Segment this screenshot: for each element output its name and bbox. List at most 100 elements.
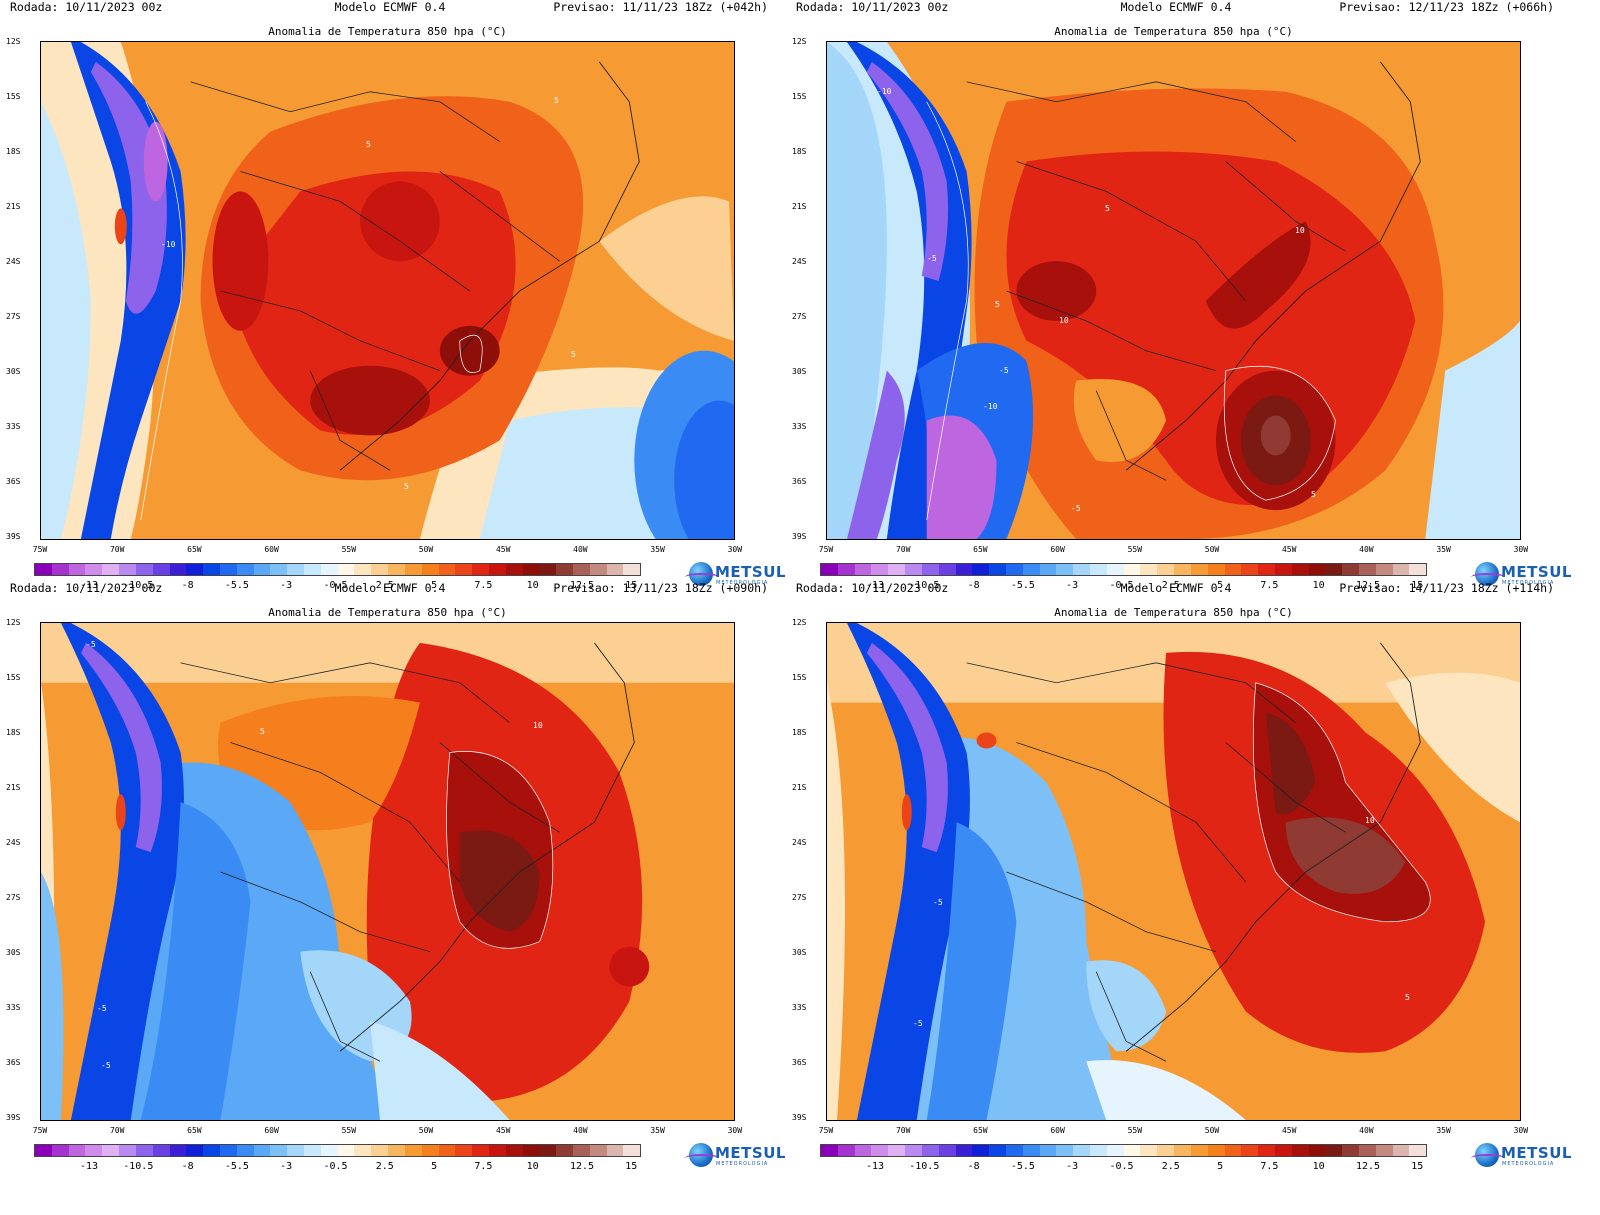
colorbar-swatch — [623, 564, 641, 575]
colorbar-swatch — [938, 1145, 956, 1156]
colorbar-swatch — [556, 1145, 573, 1156]
contour-label: -5 — [97, 1004, 107, 1013]
colorbar-label: 2.5 — [1161, 1161, 1180, 1172]
colorbar-swatch — [573, 564, 590, 575]
colorbar-label: -13 — [865, 1161, 885, 1172]
colorbar-label: -3 — [1066, 1161, 1079, 1172]
colorbar — [820, 563, 1427, 576]
colorbar-swatch — [119, 1145, 136, 1156]
colorbar-swatch — [404, 564, 422, 575]
colorbar-swatch — [320, 1145, 338, 1156]
metsul-logo: METSUL METEOROLOGIA — [1471, 561, 1571, 589]
colorbar-swatch — [888, 564, 906, 575]
colorbar-swatch — [522, 1145, 540, 1156]
colorbar-label: 10 — [1312, 580, 1325, 591]
colorbar-swatch — [1123, 1145, 1141, 1156]
colorbar-swatch — [236, 1145, 254, 1156]
latitude-label: 33S — [792, 1003, 807, 1012]
colorbar-label: 12.5 — [1355, 580, 1381, 591]
colorbar-swatch — [837, 1145, 855, 1156]
colorbar-label: 5 — [431, 580, 438, 591]
colorbar-swatch — [989, 1145, 1006, 1156]
colorbar-swatch — [304, 564, 321, 575]
colorbar-swatch — [488, 564, 506, 575]
colorbar-swatch — [186, 1145, 204, 1156]
colorbar-label: 2.5 — [375, 580, 394, 591]
colorbar-swatch — [1325, 1145, 1343, 1156]
map-title: Anomalia de Temperatura 850 hpa (°C) — [1054, 606, 1293, 619]
contour-label: 5 — [1311, 490, 1316, 499]
contour-label: -5 — [86, 640, 96, 649]
longitude-label: 70W — [109, 1126, 125, 1135]
colorbar-swatch — [1090, 564, 1107, 575]
colorbar-swatch — [1308, 564, 1326, 575]
map-panel-066h: Rodada: 10/11/2023 00z Modelo ECMWF 0.4 … — [786, 0, 1571, 595]
contour-label: -10 — [983, 402, 998, 411]
colorbar-swatch — [1073, 1145, 1090, 1156]
colorbar-swatch — [287, 1145, 304, 1156]
contour-label: -10 — [877, 87, 892, 96]
longitude-label: 30W — [727, 1126, 743, 1135]
colorbar-swatch — [1106, 564, 1124, 575]
colorbar-swatch — [304, 1145, 321, 1156]
colorbar-label: -5.5 — [1010, 580, 1035, 591]
latitude-label: 18S — [6, 147, 21, 156]
latitude-label: 30S — [6, 367, 21, 376]
colorbar-label: -13 — [865, 580, 885, 591]
colorbar-swatch — [1409, 564, 1427, 575]
colorbar-swatch — [1022, 1145, 1040, 1156]
colorbar-swatch — [219, 564, 237, 575]
latitude-label: 33S — [6, 422, 21, 431]
colorbar-label: -8 — [181, 580, 194, 591]
contour-label: 5 — [554, 96, 559, 105]
latitude-label: 36S — [6, 1058, 21, 1067]
colorbar-label: -3 — [280, 580, 293, 591]
colorbar-swatch — [1022, 564, 1040, 575]
colorbar-label: 12.5 — [1355, 1161, 1381, 1172]
latitude-label: 21S — [6, 783, 21, 792]
longitude-label: 45W — [1281, 545, 1297, 554]
colorbar-label: 10 — [526, 1161, 539, 1172]
colorbar-swatch — [1190, 564, 1208, 575]
colorbar-swatch — [1342, 1145, 1359, 1156]
colorbar-label: -10.5 — [909, 1161, 940, 1172]
longitude-label: 60W — [1050, 545, 1065, 554]
longitude-label: 35W — [650, 1126, 665, 1135]
model-label: Modelo ECMWF 0.4 — [334, 581, 446, 595]
colorbar-swatch — [102, 1145, 120, 1156]
colorbar-swatch — [905, 1145, 922, 1156]
colorbar-swatch — [169, 564, 187, 575]
logo-tagline: METEOROLOGIA — [1502, 1161, 1555, 1167]
colorbar-swatch — [421, 1145, 439, 1156]
colorbar-swatch — [522, 564, 540, 575]
latitude-label: 24S — [792, 838, 807, 847]
colorbar-swatch — [1039, 1145, 1057, 1156]
latitude-label: 15S — [6, 673, 21, 682]
run-label: Rodada: 10/11/2023 00z — [796, 0, 949, 14]
colorbar-label: -10.5 — [123, 580, 154, 591]
longitude-label: 50W — [418, 1126, 434, 1135]
longitude-label: 65W — [973, 545, 988, 554]
colorbar-swatch — [1375, 564, 1393, 575]
latitude-label: 36S — [792, 477, 807, 486]
colorbar-swatch — [1073, 564, 1090, 575]
contour-label: -5 — [1071, 504, 1081, 513]
longitude-label: 45W — [495, 1126, 511, 1135]
colorbar-label: 15 — [625, 1161, 638, 1172]
colorbar-swatch — [1359, 1145, 1376, 1156]
longitude-label: 75W — [32, 1126, 48, 1135]
latitude-label: 21S — [792, 783, 807, 792]
colorbar-swatch — [35, 564, 52, 575]
longitude-label: 40W — [573, 545, 588, 554]
metsul-logo: METSUL METEOROLOGIA — [685, 561, 785, 589]
map-title: Anomalia de Temperatura 850 hpa (°C) — [268, 606, 507, 619]
colorbar-swatch — [236, 564, 254, 575]
colorbar-label: -5.5 — [224, 1161, 249, 1172]
colorbar-swatch — [152, 564, 170, 575]
colorbar-swatch — [404, 1145, 422, 1156]
colorbar-swatch — [219, 1145, 237, 1156]
colorbar-swatch — [871, 564, 889, 575]
longitude-label: 50W — [1204, 1126, 1220, 1135]
logo-tagline: METEOROLOGIA — [716, 1161, 769, 1167]
